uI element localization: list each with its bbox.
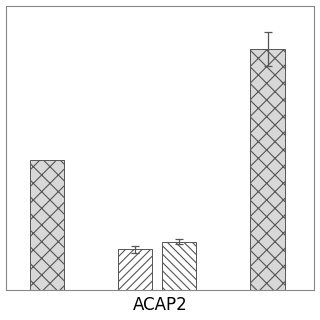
Bar: [30, 160, 64, 290]
X-axis label: ACAP2: ACAP2: [132, 296, 188, 315]
Bar: [162, 242, 196, 290]
Bar: [118, 249, 152, 290]
Bar: [251, 49, 285, 290]
